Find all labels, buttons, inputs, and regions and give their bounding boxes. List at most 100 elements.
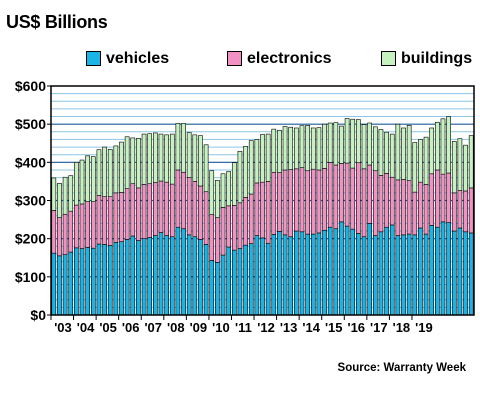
bar-segment-buildings (412, 142, 418, 193)
x-tick-label: '06 (122, 320, 140, 335)
bar-segment-buildings (119, 141, 124, 193)
bar-segment-vehicles (62, 254, 68, 316)
bar-segment-vehicles (372, 235, 378, 316)
bar-segment-buildings (113, 145, 119, 194)
legend-swatch-electronics (227, 51, 242, 66)
bar-segment-vehicles (248, 243, 254, 316)
bar-segment-electronics (215, 217, 220, 263)
legend-item-electronics: electronics (227, 50, 331, 68)
bar-segment-vehicles (418, 227, 423, 316)
bar-segment-vehicles (186, 234, 192, 316)
bar-segment-vehicles (277, 231, 282, 316)
bar-segment-electronics (288, 169, 294, 238)
bar-segment-buildings (107, 149, 113, 197)
bar-segment-electronics (401, 179, 406, 236)
bar-segment-vehicles (412, 234, 418, 316)
bar-segment-electronics (406, 180, 412, 235)
bar-segment-electronics (130, 183, 136, 237)
bar-segment-electronics (186, 177, 192, 236)
bar-segment-electronics (367, 164, 372, 224)
legend-swatch-vehicles (86, 51, 101, 66)
y-tick-label: $500 (15, 116, 46, 132)
legend-item-vehicles: vehicles (86, 50, 169, 68)
bar-segment-electronics (440, 173, 446, 223)
bar-segment-buildings (254, 139, 260, 184)
bar-segment-electronics (181, 171, 186, 230)
y-tick-label: $100 (15, 269, 46, 285)
bar-segment-vehicles (74, 247, 79, 316)
bar-segment-buildings (429, 127, 435, 175)
bar-segment-electronics (96, 195, 102, 245)
bar-segment-electronics (372, 170, 378, 236)
bar-segment-buildings (130, 137, 136, 185)
x-tick-label: '16 (347, 320, 365, 335)
bar-segment-electronics (265, 181, 271, 244)
bar-segment-buildings (175, 123, 181, 171)
bar-segment-electronics (322, 168, 327, 231)
bar-segment-electronics (51, 210, 57, 254)
bar-segment-vehicles (299, 231, 305, 316)
bar-segment-electronics (231, 205, 237, 251)
bar-segment-vehicles (389, 224, 395, 316)
bar-segment-electronics (294, 168, 299, 232)
bar-segment-electronics (169, 183, 175, 238)
bar-segment-electronics (248, 193, 254, 244)
bar-segment-buildings (124, 136, 130, 189)
bar-segment-electronics (316, 169, 322, 234)
bar-segment-vehicles (463, 231, 468, 316)
bar-segment-electronics (147, 183, 153, 238)
bar-segment-vehicles (271, 234, 277, 316)
bar-segment-vehicles (158, 232, 164, 316)
bar-segment-vehicles (102, 244, 107, 316)
bar-segment-buildings (288, 126, 294, 170)
source-note: Source: Warranty Week (337, 362, 466, 374)
bar-segment-vehicles (215, 262, 220, 316)
bar-segment-buildings (231, 162, 237, 206)
y-tick-label: $0 (30, 307, 46, 323)
bar-segment-buildings (260, 134, 265, 183)
bar-segment-electronics (446, 172, 451, 223)
bar-segment-electronics (277, 172, 282, 232)
x-tick-label: '09 (190, 320, 208, 335)
bar-segment-electronics (107, 196, 113, 246)
bar-segment-vehicles (333, 228, 339, 316)
bar-segment-electronics (113, 192, 119, 243)
bar-segment-vehicles (288, 236, 294, 316)
bar-segment-vehicles (384, 226, 389, 316)
bar-segment-electronics (153, 182, 158, 236)
bar-segment-vehicles (282, 234, 288, 316)
bar-segment-buildings (57, 183, 62, 218)
bar-segment-vehicles (423, 233, 429, 316)
bar-segment-buildings (299, 125, 305, 168)
bar-segment-buildings (350, 118, 356, 169)
bar-segment-vehicles (169, 236, 175, 316)
bar-segment-vehicles (198, 239, 203, 316)
bar-segment-electronics (282, 169, 288, 236)
x-tick-label: '03 (54, 320, 72, 335)
bar-segment-buildings (74, 162, 79, 206)
bar-segment-buildings (333, 122, 339, 166)
bar-segment-buildings (203, 144, 209, 193)
bar-segment-vehicles (147, 237, 153, 316)
x-tick-label: '18 (393, 320, 411, 335)
bar-segment-electronics (299, 167, 305, 233)
bar-segment-buildings (158, 133, 164, 182)
legend-label-buildings: buildings (401, 50, 473, 67)
bar-segment-vehicles (153, 235, 158, 316)
bar-segment-electronics (74, 204, 79, 249)
bar-segment-electronics (124, 188, 130, 240)
bar-segment-electronics (451, 192, 457, 232)
bar-segment-vehicles (136, 240, 141, 316)
bar-segment-electronics (243, 197, 248, 246)
bar-segment-buildings (265, 133, 271, 182)
bar-segment-buildings (248, 140, 254, 195)
y-tick-label: $300 (15, 193, 46, 209)
bar-segment-vehicles (322, 229, 327, 316)
bar-segment-electronics (175, 169, 181, 228)
bar-segment-buildings (51, 177, 57, 211)
bar-segment-buildings (367, 122, 372, 166)
bar-segment-electronics (141, 184, 147, 239)
bar-segment-vehicles (141, 238, 147, 316)
bar-segment-buildings (136, 137, 141, 189)
